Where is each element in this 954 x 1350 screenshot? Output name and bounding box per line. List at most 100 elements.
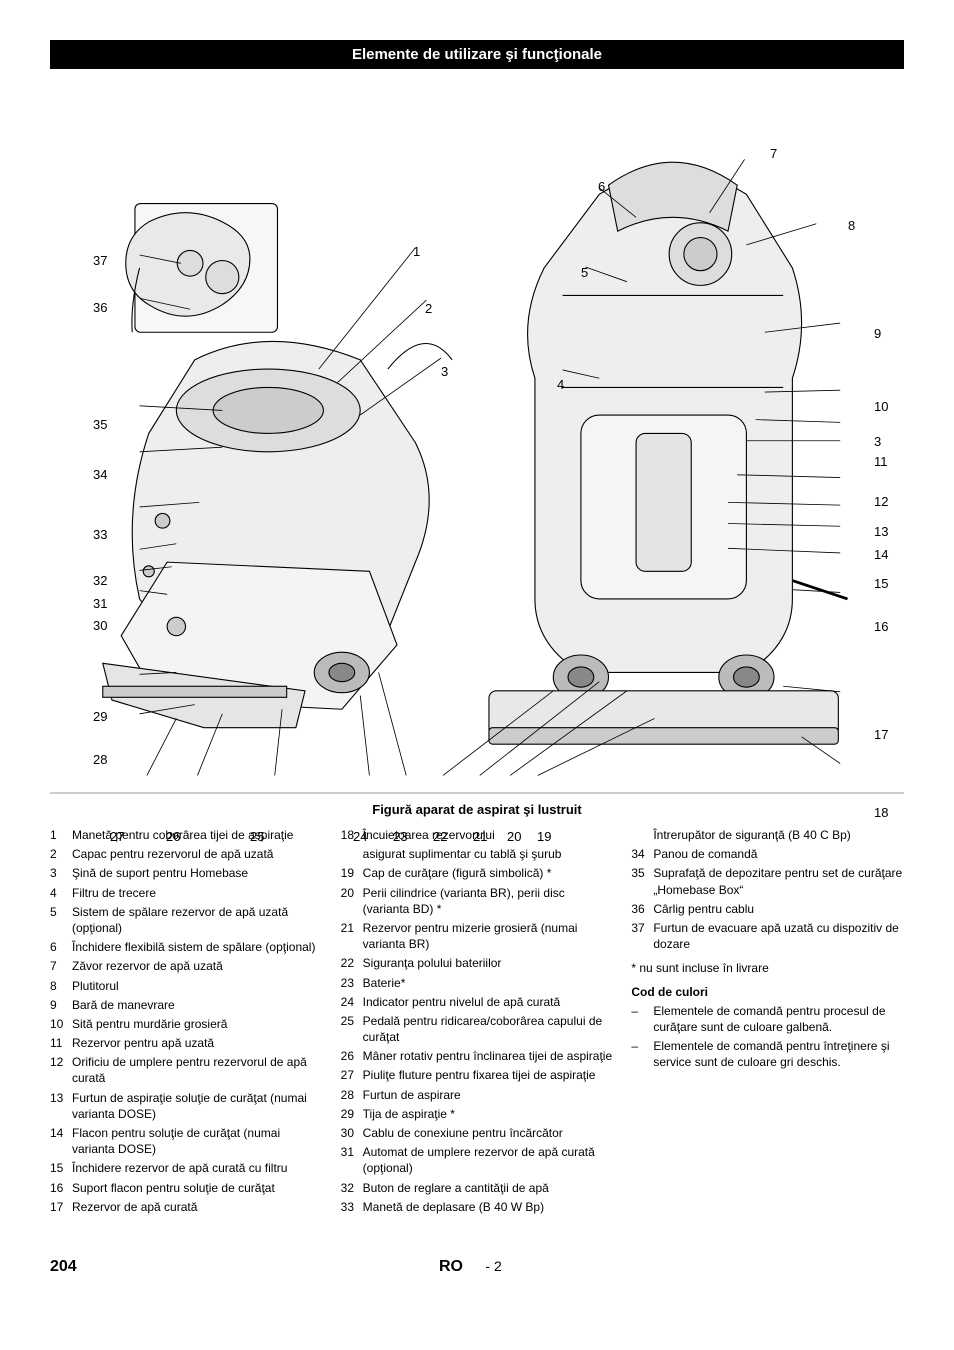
legend-item: 26Mâner rotativ pentru înclinarea tijei … bbox=[341, 1048, 614, 1064]
legend-item-number: 36 bbox=[631, 901, 653, 917]
legend-item: 25Pedală pentru ridicarea/coborârea capu… bbox=[341, 1013, 614, 1045]
legend-item-number: 2 bbox=[50, 846, 72, 862]
legend-item: 27Piuliţe fluture pentru fixarea tijei d… bbox=[341, 1067, 614, 1083]
diagram-callout: 3 bbox=[441, 364, 448, 379]
legend-item-text: Furtun de aspiraţie soluţie de curăţat (… bbox=[72, 1090, 323, 1122]
legend-item-text: Flacon pentru soluţie de curăţat (numai … bbox=[72, 1125, 323, 1157]
diagram-callout: 8 bbox=[848, 218, 855, 233]
diagram-callout: 31 bbox=[93, 596, 107, 611]
dash-icon: – bbox=[631, 1003, 653, 1019]
diagram-callout: 19 bbox=[537, 829, 551, 844]
legend-item: 33Manetă de deplasare (B 40 W Bp) bbox=[341, 1199, 614, 1215]
diagram-callout: 30 bbox=[93, 618, 107, 633]
legend-item-number: 22 bbox=[341, 955, 363, 971]
diagram-callout: 4 bbox=[557, 377, 564, 392]
legend-item-text: Furtun de aspirare bbox=[363, 1087, 614, 1103]
legend-item-text: Siguranţa polului bateriilor bbox=[363, 955, 614, 971]
legend-item-number: 21 bbox=[341, 920, 363, 936]
legend-item-text: Tija de aspiraţie * bbox=[363, 1106, 614, 1122]
legend-item-number: 13 bbox=[50, 1090, 72, 1106]
legend-item: 9Bară de manevrare bbox=[50, 997, 323, 1013]
legend-item-number: 10 bbox=[50, 1016, 72, 1032]
legend-col-2: 18Încuietoarea rezervoruluiasigurat supl… bbox=[341, 827, 614, 1218]
legend-item-text: Zăvor rezervor de apă uzată bbox=[72, 958, 323, 974]
legend-item: 19Cap de curăţare (figură simbolică) * bbox=[341, 865, 614, 881]
legend-item: 24Indicator pentru nivelul de apă curată bbox=[341, 994, 614, 1010]
legend-item-text: Cablu de conexiune pentru încărcător bbox=[363, 1125, 614, 1141]
language-code: RO - 2 bbox=[439, 1258, 502, 1276]
page-footer: 204 RO - 2 bbox=[50, 1258, 904, 1276]
legend-item-number: 31 bbox=[341, 1144, 363, 1160]
legend-item-text: Baterie* bbox=[363, 975, 614, 991]
legend-item-text: Indicator pentru nivelul de apă curată bbox=[363, 994, 614, 1010]
diagram-callout: 10 bbox=[874, 399, 888, 414]
legend-item: 6Închidere flexibilă sistem de spălare (… bbox=[50, 939, 323, 955]
legend-item-number: 30 bbox=[341, 1125, 363, 1141]
legend-item: 5Sistem de spălare rezervor de apă uzată… bbox=[50, 904, 323, 936]
legend-item-number: 4 bbox=[50, 885, 72, 901]
diagram-callout: 32 bbox=[93, 573, 107, 588]
legend-item: 7Zăvor rezervor de apă uzată bbox=[50, 958, 323, 974]
legend-item: 21Rezervor pentru mizerie grosieră (numa… bbox=[341, 920, 614, 952]
diagram-callout: 2 bbox=[425, 301, 432, 316]
diagram-callout: 7 bbox=[770, 146, 777, 161]
legend-item: 8Plutitorul bbox=[50, 978, 323, 994]
legend-item-number: 29 bbox=[341, 1106, 363, 1122]
legend-item-text: Perii cilindrice (varianta BR), perii di… bbox=[363, 885, 614, 917]
legend-item-text: Automat de umplere rezervor de apă curat… bbox=[363, 1144, 614, 1176]
lang-text: RO bbox=[439, 1258, 463, 1275]
sub-page: - 2 bbox=[485, 1258, 501, 1274]
legend-item-number: 14 bbox=[50, 1125, 72, 1141]
diagram-callout: 9 bbox=[874, 326, 881, 341]
diagram-callout: 35 bbox=[93, 417, 107, 432]
legend-col-1: 1Manetă pentru coborârea tijei de aspira… bbox=[50, 827, 323, 1218]
diagram-callout: 11 bbox=[874, 454, 888, 469]
legend-item-text: Mâner rotativ pentru înclinarea tijei de… bbox=[363, 1048, 614, 1064]
legend-item-number: 16 bbox=[50, 1180, 72, 1196]
legend-item-number: 24 bbox=[341, 994, 363, 1010]
legend-item-text: Manetă de deplasare (B 40 W Bp) bbox=[363, 1199, 614, 1215]
diagram-callout: 18 bbox=[874, 805, 888, 820]
legend-item-number: 6 bbox=[50, 939, 72, 955]
legend-item: 36Cârlig pentru cablu bbox=[631, 901, 904, 917]
legend-item-text: Orificiu de umplere pentru rezervorul de… bbox=[72, 1054, 323, 1086]
legend-item-text: Filtru de trecere bbox=[72, 885, 323, 901]
legend-item: 10Sită pentru murdărie grosieră bbox=[50, 1016, 323, 1032]
legend-item: 13Furtun de aspiraţie soluţie de curăţat… bbox=[50, 1090, 323, 1122]
diagram-callout: 6 bbox=[598, 179, 605, 194]
legend-item: 2Capac pentru rezervorul de apă uzată bbox=[50, 846, 323, 862]
legend-item-number: 28 bbox=[341, 1087, 363, 1103]
legend-item-number: 9 bbox=[50, 997, 72, 1013]
diagram-callout: 5 bbox=[581, 265, 588, 280]
legend-item-number: 20 bbox=[341, 885, 363, 901]
legend-item-text: Buton de reglare a cantităţii de apă bbox=[363, 1180, 614, 1196]
figure-caption: Figură aparat de aspirat şi lustruit bbox=[50, 798, 904, 827]
diagram-callout: 33 bbox=[93, 527, 107, 542]
diagram-callout: 16 bbox=[874, 619, 888, 634]
legend-item-number: 27 bbox=[341, 1067, 363, 1083]
color-code-text: Elementele de comandă pentru întreţinere… bbox=[653, 1038, 904, 1070]
legend-item-number: 3 bbox=[50, 865, 72, 881]
legend-item-continuation: asigurat suplimentar cu tablă şi şurub bbox=[341, 846, 614, 862]
legend-item-number: 11 bbox=[50, 1035, 72, 1051]
legend-item: 20Perii cilindrice (varianta BR), perii … bbox=[341, 885, 614, 917]
legend-item: 12Orificiu de umplere pentru rezervorul … bbox=[50, 1054, 323, 1086]
legend-item: 37Furtun de evacuare apă uzată cu dispoz… bbox=[631, 920, 904, 952]
legend-item-text: Şină de suport pentru Homebase bbox=[72, 865, 323, 881]
diagram-callout: 21 bbox=[473, 829, 487, 844]
diagram-callout: 20 bbox=[507, 829, 521, 844]
legend-item-text: Rezervor de apă curată bbox=[72, 1199, 323, 1215]
legend-item-text: Rezervor pentru apă uzată bbox=[72, 1035, 323, 1051]
legend-item-number: 25 bbox=[341, 1013, 363, 1029]
legend-item: 34Panou de comandă bbox=[631, 846, 904, 862]
diagram-callout: 34 bbox=[93, 467, 107, 482]
legend-item-text: Bară de manevrare bbox=[72, 997, 323, 1013]
color-code-heading: Cod de culori bbox=[631, 985, 904, 999]
legend-columns: 1Manetă pentru coborârea tijei de aspira… bbox=[50, 827, 904, 1218]
legend-item-text: Suprafaţă de depozitare pentru set de cu… bbox=[653, 865, 904, 897]
color-code-item: –Elementele de comandă pentru procesul d… bbox=[631, 1003, 904, 1035]
legend-item-text: Închidere flexibilă sistem de spălare (o… bbox=[72, 939, 323, 955]
legend-item-number: 7 bbox=[50, 958, 72, 974]
diagram-callout: 15 bbox=[874, 576, 888, 591]
diagram-callout: 22 bbox=[433, 829, 447, 844]
